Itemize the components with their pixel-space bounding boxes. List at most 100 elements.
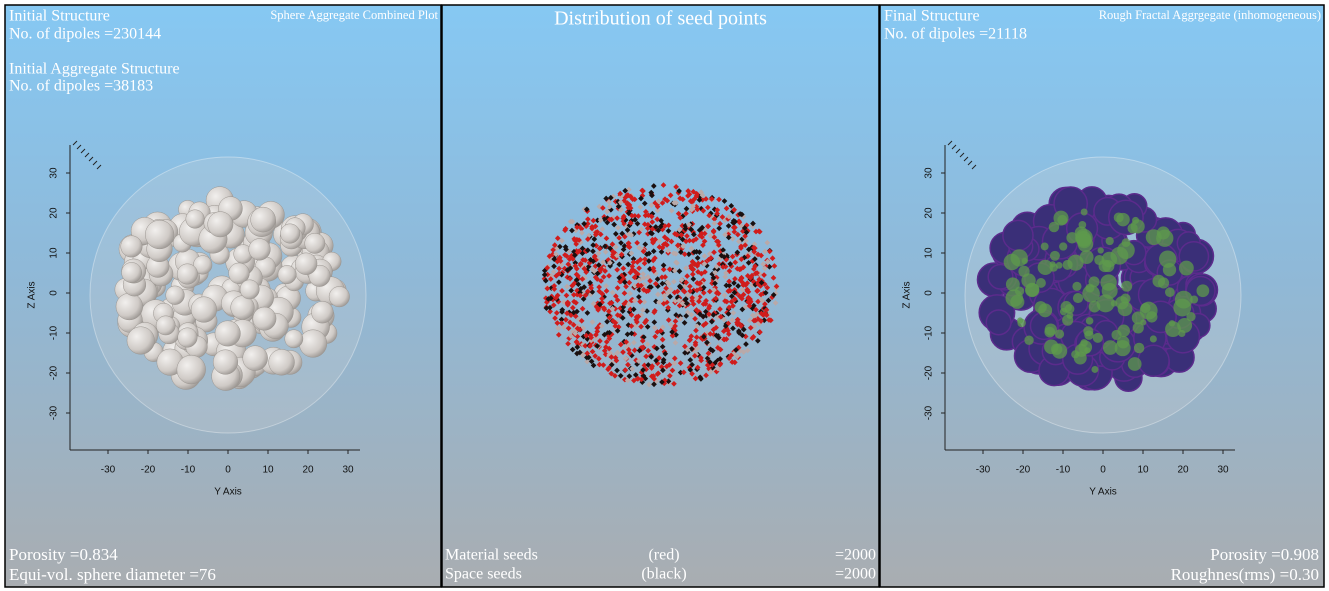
particle — [305, 233, 325, 253]
y-axis-label: Y Axis — [214, 487, 242, 498]
y-tick-label: 0 — [225, 465, 231, 476]
particle-patch — [1059, 242, 1067, 250]
particle — [122, 262, 142, 282]
z-tick-label: -30 — [924, 405, 935, 420]
y-tick-label: 30 — [342, 465, 354, 476]
particle — [329, 286, 349, 306]
particle-patch — [1118, 302, 1133, 317]
z-tick-label: -10 — [49, 325, 60, 340]
footer-line: Roughnes(rms) =0.30 — [1171, 565, 1319, 584]
particle — [191, 297, 217, 323]
particle-patch — [1044, 327, 1055, 338]
z-tick-label: 0 — [49, 290, 60, 296]
particle — [1003, 220, 1033, 250]
info-line: Initial Aggregate Structure — [9, 61, 180, 78]
z-tick-label: -10 — [924, 325, 935, 340]
y-tick-label: -20 — [1016, 465, 1031, 476]
particle-patch — [1169, 320, 1175, 326]
particle-patch — [1091, 366, 1098, 373]
particle — [311, 301, 333, 323]
y-tick-label: 0 — [1100, 465, 1106, 476]
particle — [116, 293, 143, 320]
particle-patch — [1073, 293, 1083, 303]
particle — [280, 224, 299, 243]
particle-patch — [1017, 317, 1023, 323]
y-tick-label: 10 — [262, 465, 274, 476]
particle-patch — [1102, 260, 1114, 272]
body: 3020100-10-20-30-30-20-100102030Z AxisY … — [0, 0, 1329, 591]
z-tick-label: -20 — [924, 365, 935, 380]
z-tick-label: 10 — [924, 247, 935, 259]
footer-line: Porosity =0.834 — [9, 545, 118, 564]
particle-patch — [1021, 273, 1035, 287]
legend-cell: =2000 — [835, 547, 876, 564]
y-axis-label: Y Axis — [1089, 487, 1117, 498]
z-tick-label: 0 — [924, 290, 935, 296]
particle — [166, 286, 185, 305]
particle-patch — [1050, 251, 1060, 261]
particle-patch — [1080, 339, 1087, 346]
particle-patch — [1084, 330, 1093, 339]
particle — [215, 321, 240, 346]
particle — [145, 220, 174, 249]
particle-patch — [1163, 263, 1176, 276]
particle-patch — [1061, 301, 1073, 313]
z-axis-label: Z Axis — [27, 281, 38, 308]
particle-patch — [1178, 330, 1185, 337]
particle-patch — [1157, 226, 1170, 239]
y-tick-label: -20 — [141, 465, 156, 476]
particle-patch — [1111, 330, 1121, 340]
particle-patch — [1179, 261, 1194, 276]
legend-cell: (red) — [648, 547, 679, 564]
panel-title: Initial Structure — [9, 8, 110, 25]
particle-patch — [1111, 247, 1129, 265]
z-tick-label: 20 — [924, 207, 935, 219]
particle — [231, 296, 255, 320]
particle — [251, 207, 276, 232]
particle — [243, 346, 268, 371]
particle-patch — [1085, 284, 1094, 293]
legend-cell: =2000 — [835, 566, 876, 583]
particle-patch — [1089, 301, 1101, 313]
y-tick-label: 20 — [302, 465, 314, 476]
particle — [127, 327, 155, 355]
particle — [278, 265, 296, 283]
particle — [253, 307, 276, 330]
particle-patch — [1050, 263, 1058, 271]
particle — [240, 280, 259, 299]
particle-patch — [1165, 287, 1175, 297]
particle-patch — [1081, 208, 1088, 215]
particle-patch — [1128, 357, 1142, 371]
particle — [249, 239, 271, 261]
particle-patch — [1067, 255, 1083, 271]
legend-cell: (black) — [641, 566, 686, 583]
z-tick-label: 30 — [49, 167, 60, 179]
particle-patch — [1006, 277, 1020, 291]
page: Aggregate structure panels {"panels": [ … — [0, 0, 1329, 591]
panel-subtitle: Rough Fractal Aggrgegate (inhomogeneous) — [1099, 8, 1321, 22]
z-tick-label: -20 — [49, 365, 60, 380]
particle-patch — [1111, 300, 1118, 307]
particle — [177, 355, 206, 384]
particle-patch — [1086, 317, 1094, 325]
particle-patch — [1098, 247, 1104, 253]
particle — [295, 253, 317, 275]
particle-patch — [1044, 340, 1059, 355]
particle-patch — [1084, 347, 1090, 353]
particle-patch — [1150, 335, 1157, 342]
particle-patch — [1004, 254, 1020, 270]
particle-patch — [1197, 284, 1210, 297]
particle-patch — [1024, 336, 1033, 345]
particle — [156, 316, 175, 335]
particle — [208, 212, 233, 237]
particle — [285, 330, 303, 348]
panel-background — [442, 5, 879, 587]
info-line: No. of dipoles =21118 — [884, 26, 1027, 43]
panel-title: Distribution of seed points — [554, 8, 767, 30]
particle-patch — [1132, 217, 1139, 224]
z-axis-label: Z Axis — [902, 281, 913, 308]
legend-cell: Space seeds — [445, 566, 522, 583]
particle — [269, 349, 295, 375]
panel-title: Final Structure — [884, 8, 980, 25]
particle-patch — [1093, 333, 1103, 343]
